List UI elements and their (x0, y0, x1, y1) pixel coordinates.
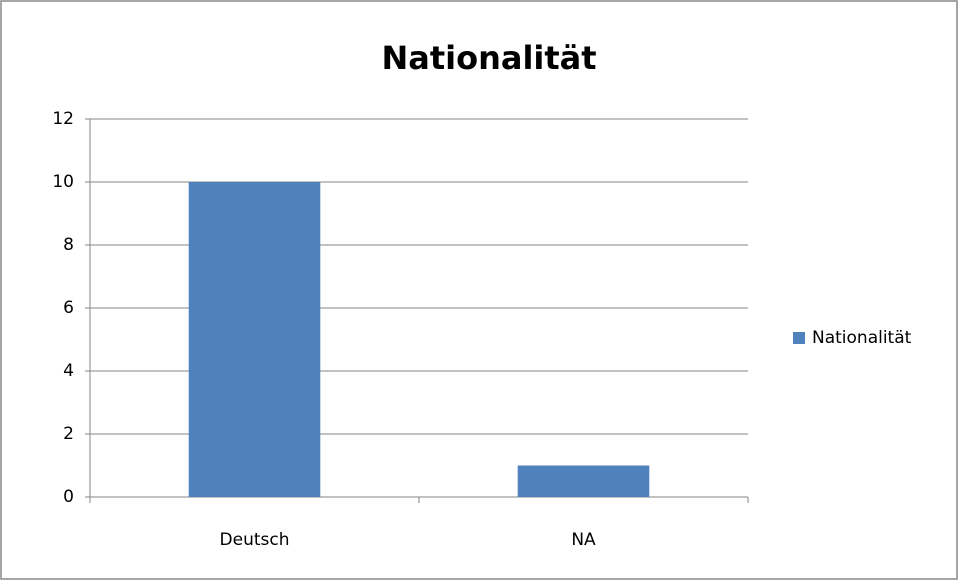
chart-title: Nationalität (381, 39, 596, 77)
y-tick-label: 12 (52, 109, 74, 129)
y-tick-label: 2 (63, 424, 74, 444)
bar (517, 465, 650, 497)
legend-swatch (793, 332, 805, 344)
y-tick-label: 8 (63, 235, 74, 255)
x-tick-label: NA (571, 530, 596, 550)
y-tick-label: 4 (63, 361, 74, 381)
bar (188, 182, 321, 497)
y-tick-label: 6 (63, 298, 74, 318)
y-tick-label: 0 (63, 487, 74, 507)
y-tick-label: 10 (52, 172, 74, 192)
x-tick-label: Deutsch (220, 530, 290, 550)
legend-label: Nationalität (812, 328, 912, 348)
